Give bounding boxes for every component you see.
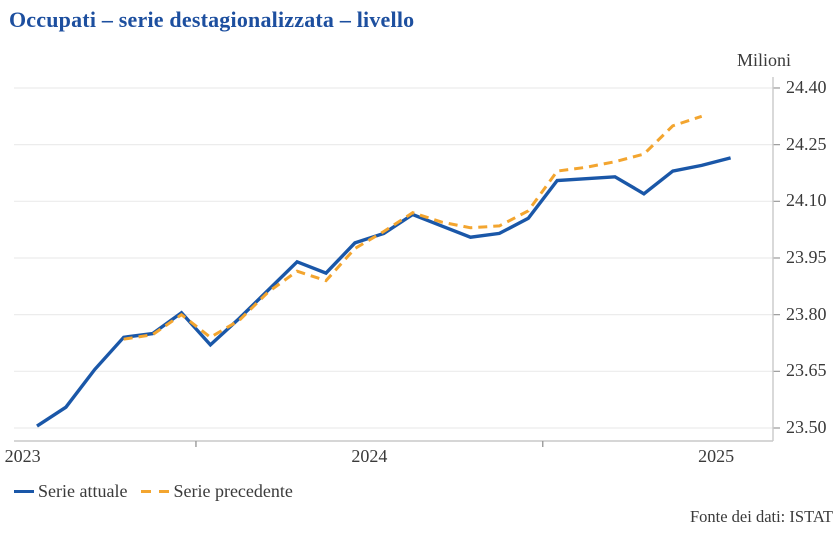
legend-label: Serie precedente [173,481,293,501]
y-axis-tick-label: 24.40 [786,76,827,97]
source-note: Fonte dei dati: ISTAT [689,507,833,526]
legend-item-serie-attuale: Serie attuale [14,481,127,502]
y-axis-tick-label: 23.95 [786,246,827,267]
y-axis-unit-label: Milioni [737,50,792,70]
serie-attuale-line [36,156,732,428]
legend: Serie attuale Serie precedente [14,481,293,502]
y-axis-tick-label: 23.65 [786,360,827,381]
y-axis-tick-label: 23.80 [786,303,827,324]
serie-precedente-line [123,114,703,341]
y-axis-tick-label: 24.25 [786,133,827,154]
chart-title: Occupati – serie destagionalizzata – liv… [9,7,415,32]
y-axis-tick-label: 23.50 [786,417,827,437]
x-axis-year-label: 2024 [351,446,388,466]
legend-label: Serie attuale [38,481,128,501]
dashed-line-swatch-icon [141,489,171,494]
solid-line-swatch-icon [14,489,34,494]
x-axis-year-label: 2023 [4,446,41,466]
legend-item-serie-precedente: Serie precedente [141,481,293,502]
y-axis-tick-label: 24.10 [786,190,827,211]
x-axis-year-label: 2025 [698,446,735,466]
